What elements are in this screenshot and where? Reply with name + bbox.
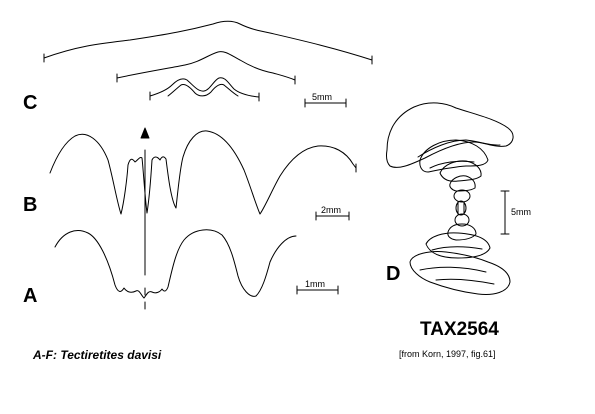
scale-label-b: 2mm: [321, 205, 341, 215]
panel-label-b: B: [23, 194, 37, 216]
whorl-third-top: [439, 160, 482, 182]
suture-a: [54, 229, 297, 299]
whorl-second-top: [419, 139, 489, 173]
siphonal-axis: [140, 127, 150, 310]
taxon-code: TAX2564: [420, 319, 499, 340]
scale-bar-d: [500, 190, 510, 235]
umbilicus: [455, 200, 467, 216]
figure-caption: A-F: Tectiretites davisi: [33, 348, 162, 362]
panel-label-c: C: [23, 92, 37, 114]
panel-d-cross-section: [385, 102, 514, 295]
panel-b-suture: [49, 130, 357, 215]
whorl-outer-bottom: [409, 251, 511, 295]
suture-c-outer: [43, 20, 373, 61]
panel-c-sutures: [43, 20, 373, 102]
suture-c-inner-double: [167, 84, 239, 97]
suture-c-inner: [149, 77, 260, 98]
panel-label-d: D: [386, 263, 400, 285]
scale-label-c: 5mm: [312, 92, 332, 102]
whorl-fourth-bottom: [447, 223, 477, 241]
scale-bar-b: [315, 211, 350, 221]
scale-label-d: 5mm: [511, 207, 531, 217]
whorl-fourth-top: [449, 175, 476, 192]
whorl-third-bottom: [425, 232, 491, 259]
scale-bars: [296, 98, 510, 295]
arrow-up-icon: [140, 127, 150, 139]
scale-label-a: 1mm: [305, 279, 325, 289]
scale-bar-a: [296, 285, 339, 295]
source-citation: [from Korn, 1997, fig.61]: [399, 349, 496, 359]
whorl-outer-top: [385, 102, 514, 168]
suture-c-middle: [116, 51, 296, 81]
panel-label-a: A: [23, 285, 37, 307]
whorl-fifth-top: [453, 189, 471, 203]
panel-a-suture: [54, 229, 297, 299]
suture-b: [49, 130, 357, 215]
whorl-fifth-bottom: [454, 213, 470, 227]
scale-bar-c: [304, 98, 347, 108]
